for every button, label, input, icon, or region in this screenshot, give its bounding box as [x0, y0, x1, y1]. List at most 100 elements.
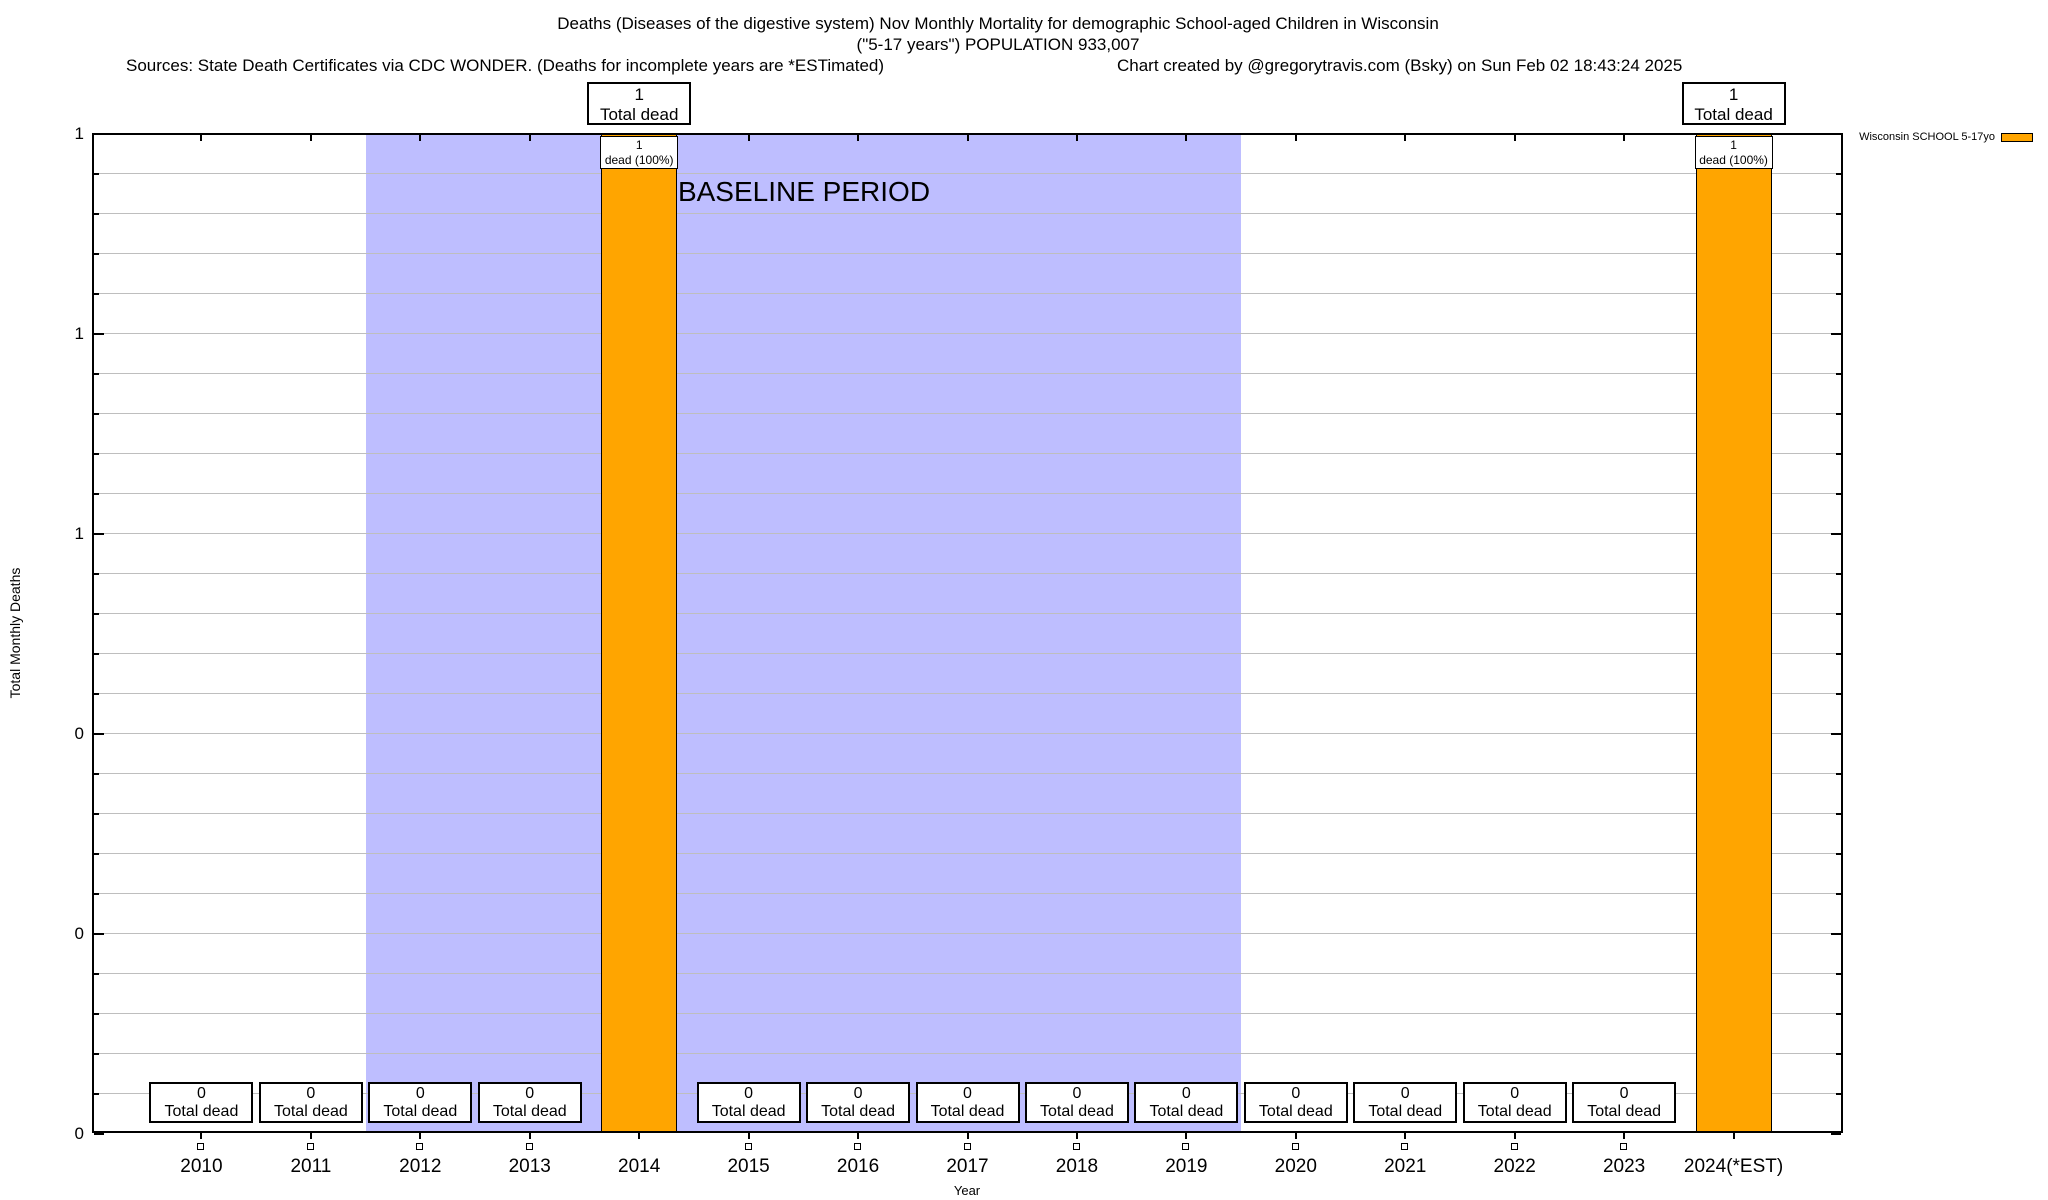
bar-2014 — [601, 134, 678, 1133]
total-dead-count: 0 — [525, 1085, 535, 1102]
total-dead-label-box: 0 Total dead — [477, 1082, 582, 1123]
y-tick — [1836, 293, 1841, 295]
credit-note: Chart created by @gregorytravis.com (Bsk… — [1117, 56, 1683, 75]
legend-swatch — [2001, 132, 2033, 142]
y-tick — [1836, 1053, 1841, 1055]
gridline — [94, 173, 1841, 174]
y-tick-label: 0 — [74, 724, 84, 743]
gridline — [94, 253, 1841, 254]
total-dead-count: 0 — [415, 1085, 425, 1102]
gridline — [94, 693, 1841, 694]
gridline — [94, 413, 1841, 414]
total-dead-count: 0 — [306, 1085, 316, 1102]
year-label: 2019 — [1165, 1156, 1208, 1177]
y-tick-label: 0 — [74, 924, 84, 943]
y-tick — [1836, 373, 1841, 375]
total-dead-label-box: 0 Total dead — [258, 1082, 363, 1123]
y-tick — [1836, 413, 1841, 415]
y-tick — [1831, 1133, 1841, 1135]
gridline — [94, 213, 1841, 214]
year-label: 2013 — [508, 1156, 551, 1177]
y-tick — [94, 773, 99, 775]
y-tick — [94, 333, 104, 335]
y-tick — [94, 533, 104, 535]
y-tick — [1831, 333, 1841, 335]
x-tick — [1185, 1133, 1188, 1139]
y-tick — [1836, 213, 1841, 215]
y-tick — [1836, 573, 1841, 575]
y-tick — [1836, 1093, 1841, 1095]
dead-percent-text: dead (100%) — [1699, 153, 1768, 167]
total-dead-text: Total dead — [1149, 1103, 1224, 1120]
total-dead-text: Total dead — [1477, 1103, 1552, 1120]
chart-title: Deaths (Diseases of the digestive system… — [557, 14, 1439, 33]
y-tick — [94, 733, 104, 735]
total-dead-text: Total dead — [711, 1103, 786, 1120]
total-dead-count: 0 — [963, 1085, 972, 1102]
y-tick — [94, 853, 99, 855]
x-tick — [1623, 135, 1626, 141]
x-axis-title: Year — [953, 1183, 981, 1198]
total-dead-text: Total dead — [1368, 1103, 1443, 1120]
y-tick — [94, 813, 99, 815]
total-dead-label-box: 0 Total dead — [1353, 1082, 1458, 1123]
total-dead-count: 0 — [1072, 1085, 1082, 1102]
y-tick — [94, 933, 104, 935]
dead-count: 1 — [635, 138, 643, 152]
zero-point-marker — [306, 1143, 314, 1150]
baseline-period-label: BASELINE PERIOD — [677, 176, 931, 207]
y-tick — [1836, 853, 1841, 855]
y-tick — [94, 1053, 99, 1055]
zero-point-marker — [1182, 1143, 1190, 1150]
year-label: 2010 — [180, 1156, 223, 1177]
year-label: 2012 — [399, 1156, 442, 1177]
total-dead-text: Total dead — [821, 1103, 895, 1120]
gridline — [94, 653, 1841, 654]
gridline — [94, 533, 1841, 534]
y-tick — [1831, 733, 1841, 735]
x-tick — [1513, 1133, 1516, 1139]
zero-point-marker — [197, 1143, 205, 1150]
total-dead-count: 1 — [634, 85, 644, 104]
total-dead-count: 1 — [1728, 85, 1739, 104]
y-tick — [1836, 653, 1841, 655]
total-dead-label-box: 0 Total dead — [1134, 1082, 1239, 1123]
y-tick — [94, 493, 99, 495]
gridline — [94, 293, 1841, 294]
zero-point-marker — [963, 1143, 971, 1150]
total-dead-count: 0 — [1181, 1085, 1191, 1102]
sources-note: Sources: State Death Certificates via CD… — [126, 56, 885, 75]
total-dead-count: 0 — [744, 1085, 754, 1102]
year-label: 2011 — [290, 1156, 332, 1177]
dead-percent-box: 1 dead (100%) — [600, 136, 679, 169]
total-dead-label-box: 0 Total dead — [1243, 1082, 1348, 1123]
total-dead-label-box: 0 Total dead — [915, 1082, 1020, 1123]
y-tick — [1831, 533, 1841, 535]
y-tick — [1836, 173, 1841, 175]
y-tick — [94, 613, 99, 615]
zero-point-marker — [1291, 1143, 1299, 1150]
gridline — [94, 493, 1841, 494]
y-tick — [94, 653, 99, 655]
x-tick — [1404, 135, 1407, 141]
x-tick — [309, 1133, 312, 1139]
year-label: 2022 — [1493, 1156, 1536, 1177]
year-label: 2023 — [1602, 1156, 1646, 1177]
dead-percent-text: dead (100%) — [604, 153, 674, 167]
x-tick — [857, 135, 860, 141]
year-label: 2015 — [727, 1156, 770, 1177]
x-tick — [747, 135, 750, 141]
y-tick — [1836, 893, 1841, 895]
y-tick-label: 1 — [74, 324, 84, 343]
chart-subtitle: ("5-17 years") POPULATION 933,007 — [856, 35, 1140, 54]
total-dead-text: Total dead — [1587, 1103, 1662, 1120]
total-dead-label-box: 1 Total dead — [587, 82, 692, 125]
x-tick — [528, 135, 531, 141]
x-tick — [966, 1133, 969, 1139]
year-label: 2021 — [1384, 1156, 1427, 1177]
x-tick — [200, 1133, 203, 1139]
year-label: 2014 — [618, 1156, 661, 1177]
x-tick — [419, 135, 422, 141]
year-label: 2017 — [946, 1156, 989, 1177]
y-tick-label: 1 — [74, 524, 84, 543]
